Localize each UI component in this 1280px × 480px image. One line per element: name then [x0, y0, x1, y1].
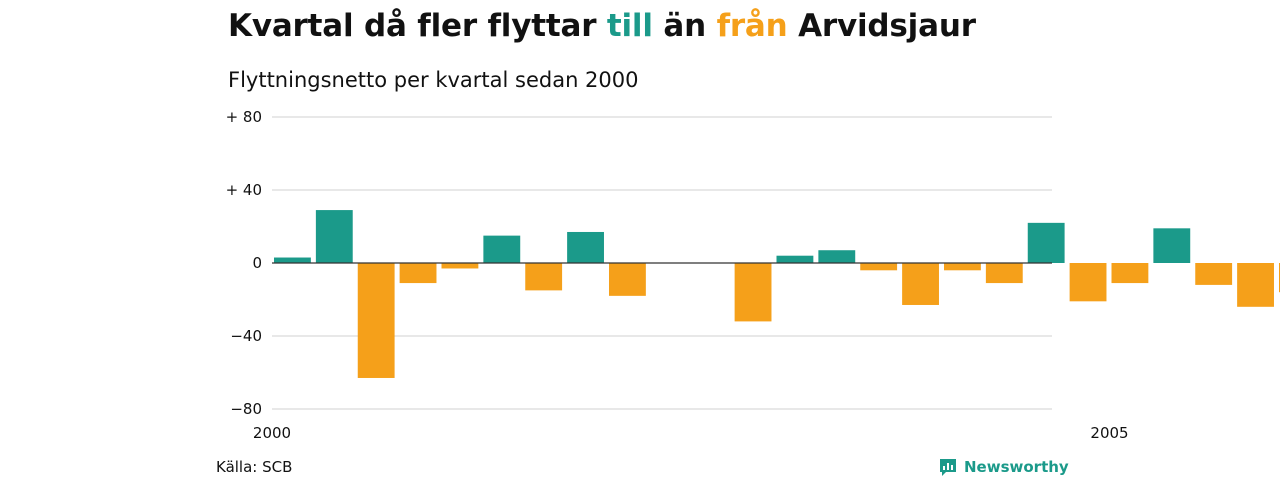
bar	[902, 263, 939, 305]
title-highlight-fran: från	[716, 8, 788, 44]
bar	[776, 255, 814, 263]
bar	[860, 263, 898, 271]
title-part-3: Arvidsjaur	[787, 8, 976, 44]
x-tick-label: 2005	[1090, 424, 1128, 442]
brand-name: Newsworthy	[964, 458, 1069, 476]
source-note: Källa: SCB	[216, 458, 293, 476]
y-tick-label: + 40	[226, 181, 262, 199]
newsworthy-logo-icon	[940, 459, 956, 476]
grid-lines	[272, 116, 1052, 410]
bar	[1069, 263, 1107, 302]
bar	[818, 250, 856, 263]
bar	[441, 263, 479, 269]
y-tick-label: −40	[230, 327, 262, 345]
y-tick-label: 0	[252, 254, 262, 272]
bar	[567, 231, 604, 263]
bar	[1237, 263, 1274, 307]
bar	[1195, 263, 1233, 285]
bar	[315, 210, 353, 263]
bar	[1027, 222, 1065, 263]
bar	[483, 235, 521, 263]
x-axis-ticks: 20002005201020152020	[253, 424, 1129, 442]
bar	[609, 263, 646, 296]
bar	[399, 263, 437, 284]
bar	[357, 263, 395, 378]
newsworthy-brand[interactable]: Newsworthy	[938, 457, 1069, 477]
bar	[525, 263, 563, 291]
chart-title: Kvartal då fler flyttar till än från Arv…	[228, 8, 976, 44]
y-tick-label: + 80	[226, 108, 262, 126]
x-tick-label: 2000	[253, 424, 291, 442]
bars	[274, 210, 1280, 378]
bar	[1153, 228, 1191, 263]
bar	[1111, 263, 1149, 284]
title-highlight-till: till	[606, 8, 653, 44]
title-part-1: Kvartal då fler flyttar	[228, 8, 607, 44]
bar	[734, 263, 772, 322]
bar	[274, 257, 311, 263]
bar	[985, 263, 1023, 284]
bar	[944, 263, 981, 271]
chart-subtitle: Flyttningsnetto per kvartal sedan 2000	[228, 68, 639, 92]
y-axis-ticks: + 80 + 40 0 −40 −80	[226, 108, 262, 418]
y-tick-label: −80	[230, 400, 262, 418]
title-part-2: än	[652, 8, 717, 44]
